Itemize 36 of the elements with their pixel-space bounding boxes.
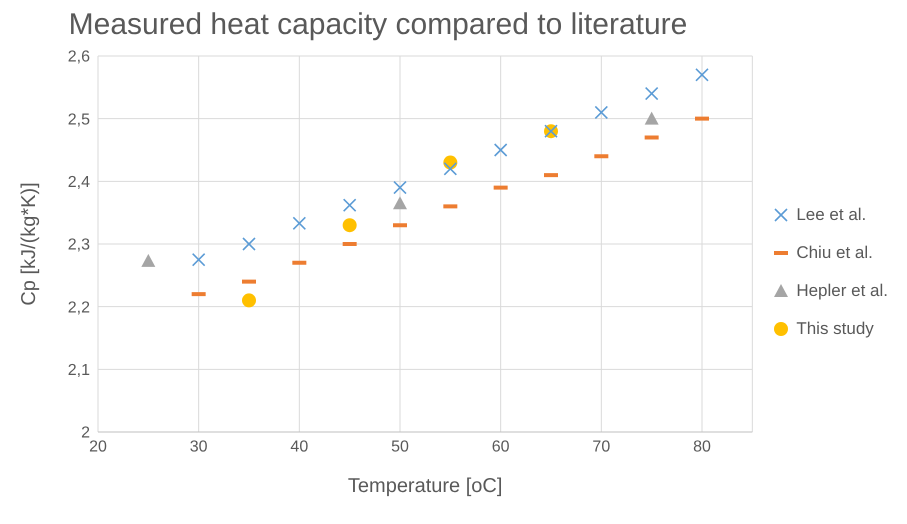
y-tick-label: 2,6 [68,48,90,66]
x-tick-label: 40 [290,438,308,456]
point [695,68,709,82]
point [594,106,608,120]
legend-label: Chiu et al. [796,243,873,263]
point [644,112,659,125]
y-tick-label: 2,1 [68,362,90,380]
point [494,143,508,157]
point [192,252,206,266]
x-tick-label: 80 [693,438,711,456]
chart-title: Measured heat capacity compared to literature [68,8,688,42]
point [393,180,407,194]
y-tick-label: 2,4 [68,174,90,192]
x-tick-label: 60 [492,438,510,456]
x-tick-label: 20 [89,438,107,456]
point [242,293,256,308]
point [342,218,357,232]
x-axis-title: Temperature [oC] [348,475,502,497]
legend-label: This study [796,319,874,339]
y-tick-label: 2,3 [68,236,90,254]
x-tick-label: 70 [592,438,610,456]
point [393,196,407,210]
x-tick-label: 50 [391,438,409,456]
point [444,162,458,176]
y-tick-label: 2,2 [68,299,90,316]
x-tick-label: 30 [190,438,208,456]
y-tick-label: 2,5 [68,111,90,128]
legend-label: Lee et al. [796,205,866,225]
legend-label: Hepler et al. [796,281,888,301]
point [342,198,356,212]
point [292,216,306,230]
y-tick-label: 2 [81,424,90,442]
point [242,237,256,251]
point [644,86,658,100]
y-axis-title: Cp [kJ/(kg*K)] [18,182,40,306]
point [141,254,156,267]
